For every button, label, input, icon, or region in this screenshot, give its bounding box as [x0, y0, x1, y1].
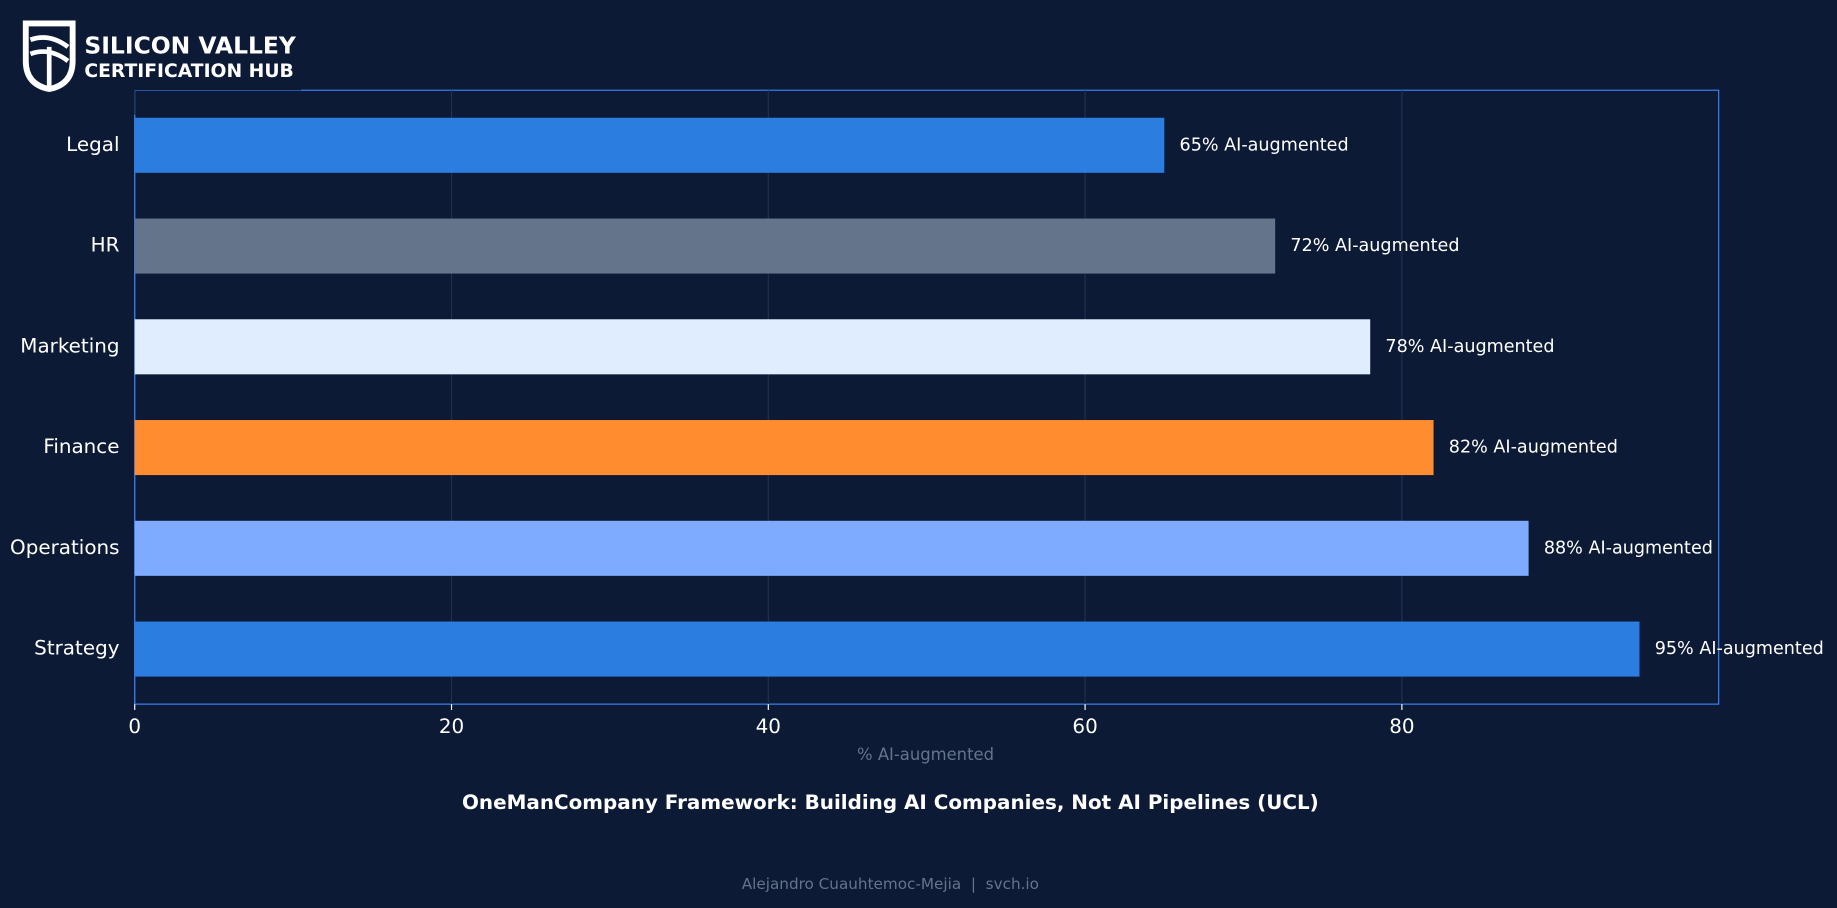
- value-label: 82% AI-augmented: [1449, 438, 1618, 458]
- value-label: 95% AI-augmented: [1655, 639, 1824, 659]
- y-tick-label: Finance: [43, 435, 119, 458]
- plot-area: 0 20 40 60 80 Legal 65% AI-augmented HR 72% AI-a…: [10, 90, 1824, 738]
- x-tick-label: 0: [128, 715, 141, 738]
- logo-shield: [22, 20, 76, 93]
- brand-line2: CERTIFICATION HUB: [84, 61, 294, 82]
- logo-mark: [29, 35, 70, 87]
- chart-title: OneManCompany Framework: Building AI Com…: [462, 791, 1319, 814]
- value-label: 78% AI-augmented: [1385, 337, 1554, 357]
- value-label: 72% AI-augmented: [1290, 236, 1459, 256]
- value-label: 65% AI-augmented: [1180, 135, 1349, 155]
- bar: [134, 218, 1276, 274]
- y-tick-label: Marketing: [20, 334, 119, 357]
- logo: SILICON VALLEY CERTIFICATION HUB: [22, 20, 297, 93]
- y-tick-label: HR: [91, 234, 120, 257]
- y-tick-label: Operations: [10, 536, 119, 559]
- brand-line1: SILICON VALLEY: [84, 31, 297, 59]
- bar: [134, 117, 1165, 173]
- bar: [134, 319, 1371, 375]
- x-tick-label: 40: [756, 715, 781, 738]
- y-tick-label: Legal: [66, 133, 119, 156]
- value-label: 88% AI-augmented: [1544, 538, 1713, 558]
- bar: [134, 420, 1434, 476]
- footer: Alejandro Cuauhtemoc-Mejia | svch.io: [742, 875, 1039, 893]
- bar: [134, 520, 1529, 576]
- bar: [134, 621, 1640, 677]
- x-axis-label: % AI-augmented: [857, 745, 994, 764]
- y-tick-label: Strategy: [34, 637, 120, 660]
- x-tick-label: 20: [439, 715, 464, 738]
- x-tick-label: 80: [1389, 715, 1414, 738]
- x-tick-label: 60: [1072, 715, 1097, 738]
